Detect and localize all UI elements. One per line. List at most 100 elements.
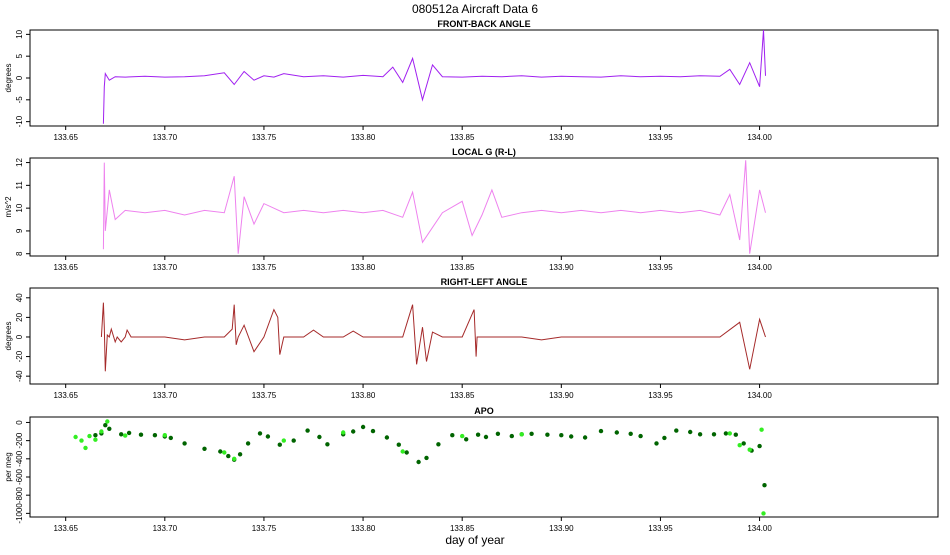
data-point xyxy=(370,428,376,434)
data-point xyxy=(464,437,469,442)
y-tick-label: 5 xyxy=(15,53,24,58)
data-point xyxy=(762,483,767,488)
y-tick-label: 8 xyxy=(15,251,24,256)
data-point xyxy=(723,431,729,436)
data-point xyxy=(688,429,693,435)
y-tick-label: 10 xyxy=(15,29,24,38)
data-point xyxy=(168,435,173,441)
data-point xyxy=(126,430,132,436)
x-tick-label: 133.90 xyxy=(549,391,574,400)
data-point xyxy=(519,432,524,437)
y-tick-label: 11 xyxy=(15,181,24,190)
y-tick-label: -600 xyxy=(15,468,24,485)
data-point xyxy=(545,432,550,437)
x-tick-label: 133.70 xyxy=(153,133,178,142)
x-tick-label: 133.90 xyxy=(549,133,574,142)
data-point xyxy=(741,441,746,446)
data-point xyxy=(93,433,98,438)
x-tick-label: 133.95 xyxy=(648,391,673,400)
y-tick-label: 0 xyxy=(15,75,24,80)
y-axis-label: m/s^2 xyxy=(4,196,13,218)
data-point xyxy=(416,459,421,465)
data-point xyxy=(245,441,251,446)
data-point xyxy=(237,452,243,457)
data-point xyxy=(450,433,455,438)
data-point xyxy=(162,433,167,438)
data-point xyxy=(73,434,78,440)
data-point xyxy=(475,432,481,437)
data-point xyxy=(277,442,282,447)
x-tick-label: 133.80 xyxy=(351,391,376,400)
panel-title: APO xyxy=(474,406,494,416)
series-line-1-1 xyxy=(102,29,766,124)
data-point xyxy=(733,432,738,437)
y-axis-label: degrees xyxy=(4,322,13,351)
data-point xyxy=(351,429,356,434)
data-point xyxy=(384,435,390,440)
data-point xyxy=(341,430,346,435)
x-tick-label: 133.65 xyxy=(53,524,78,533)
data-point xyxy=(697,432,703,437)
panel-1: FRONT-BACK ANGLE 133.65 133.70 133.75 133.80… xyxy=(4,19,939,142)
x-tick-label: 134.00 xyxy=(747,391,772,400)
panel-title: LOCAL G (R-L) xyxy=(452,147,516,157)
data-point xyxy=(662,435,667,441)
x-tick-label: 133.95 xyxy=(648,524,673,533)
x-tick-label: 133.70 xyxy=(153,391,178,400)
series-line-2-1 xyxy=(102,160,766,254)
panel-2: LOCAL G (R-L) 133.65 133.70 133.75 133.80 133… xyxy=(4,147,939,272)
panel-title: FRONT-BACK ANGLE xyxy=(437,19,530,29)
data-point xyxy=(404,450,409,455)
data-point xyxy=(123,433,128,438)
y-tick-label: -400 xyxy=(15,450,24,467)
data-point xyxy=(509,433,514,439)
data-point xyxy=(727,431,732,436)
y-axis-label: degrees xyxy=(4,64,13,93)
data-point xyxy=(107,426,112,431)
data-point xyxy=(598,428,604,434)
x-tick-label: 133.85 xyxy=(450,391,475,400)
data-point xyxy=(152,433,158,438)
data-point xyxy=(436,442,441,447)
data-point xyxy=(93,437,98,442)
plot-frame xyxy=(29,157,939,257)
x-tick-label: 133.65 xyxy=(53,133,78,142)
data-point xyxy=(654,441,659,446)
data-point xyxy=(628,431,633,436)
data-point xyxy=(747,447,752,452)
y-tick-label: 20 xyxy=(15,312,24,321)
data-point xyxy=(737,443,742,448)
series-line-3-1 xyxy=(100,302,766,372)
data-point xyxy=(202,446,207,451)
y-tick-label: 12 xyxy=(15,158,24,167)
y-tick-label: -10 xyxy=(15,115,24,127)
data-point xyxy=(360,424,366,430)
data-point xyxy=(305,428,310,433)
data-point xyxy=(761,511,766,516)
panel-4: APO 133.65 133.70 133.75 133.80 133.85 133.90 1… xyxy=(4,406,939,533)
data-point xyxy=(79,438,84,443)
x-tick-label: 133.80 xyxy=(351,524,376,533)
y-tick-label: 10 xyxy=(15,203,24,212)
data-point xyxy=(674,428,679,433)
x-tick-label: 133.85 xyxy=(450,263,475,272)
x-tick-label: 133.90 xyxy=(549,263,574,272)
data-point xyxy=(529,431,534,436)
data-point xyxy=(281,438,286,443)
plot-frame xyxy=(29,416,939,518)
data-point xyxy=(396,442,401,447)
x-tick-label: 133.95 xyxy=(648,133,673,142)
data-point xyxy=(400,449,405,454)
x-tick-label: 133.70 xyxy=(153,524,178,533)
y-tick-label: -40 xyxy=(15,370,24,382)
x-tick-label: 133.75 xyxy=(252,524,277,533)
y-tick-label: 40 xyxy=(15,293,24,302)
panel-3: RIGHT-LEFT ANGLE 133.65 133.70 133.75 133.80… xyxy=(4,277,939,400)
y-tick-label: -5 xyxy=(15,96,24,104)
data-point xyxy=(138,432,144,437)
figure-title: 080512a Aircraft Data 6 xyxy=(412,2,538,16)
y-tick-label: 0 xyxy=(15,420,24,425)
data-point xyxy=(103,423,108,428)
